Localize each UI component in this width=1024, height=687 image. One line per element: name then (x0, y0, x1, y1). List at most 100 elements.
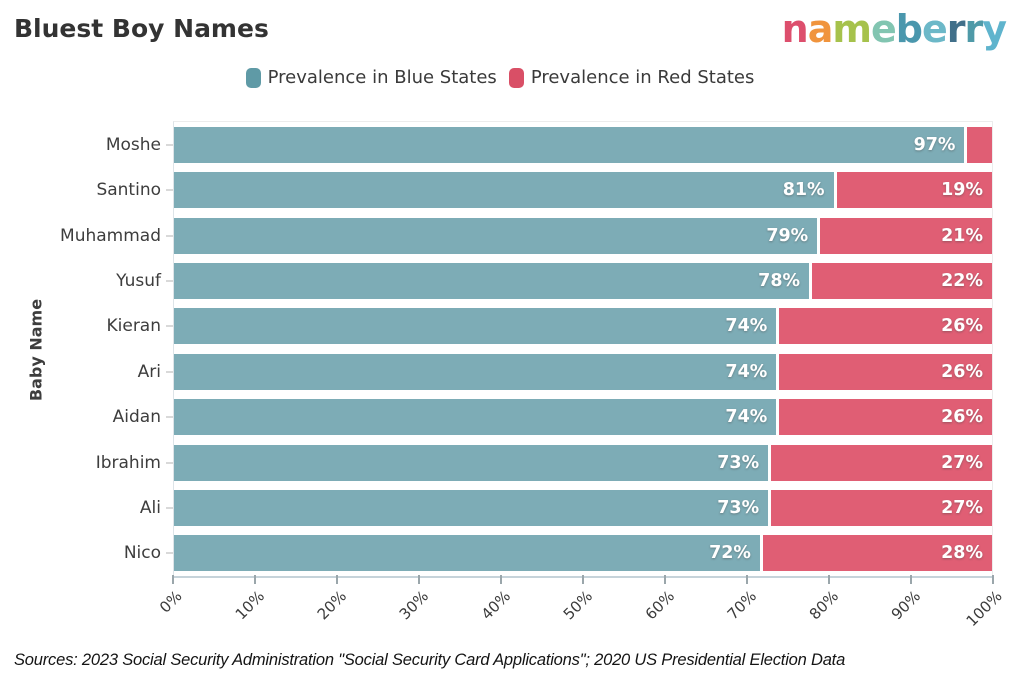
x-tick-mark (828, 575, 830, 584)
bar-track: 74% 26% (174, 308, 992, 345)
bar-track: 81% 19% (174, 172, 992, 209)
category-label: Yusuf (116, 270, 161, 291)
blue-bar-segment: 73% (174, 489, 772, 526)
legend-label: Prevalence in Blue States (267, 67, 497, 88)
plot-area: Moshe 97% Santino 81% 19% Muhammad 79% 21% Yusuf… (60, 121, 993, 578)
blue-value-label: 81% (782, 180, 825, 201)
red-bar-segment: 27% (771, 444, 992, 481)
red-value-label: 26% (941, 407, 983, 428)
blue-bar-segment: 73% (174, 444, 772, 481)
logo-letter: b (895, 7, 923, 51)
red-bar-segment: 26% (779, 308, 992, 345)
x-tick-label: 100% (962, 587, 1006, 631)
blue-value-label: 74% (725, 407, 768, 428)
x-tick-mark (910, 575, 912, 584)
red-value-label: 21% (941, 225, 983, 246)
bar-row: Yusuf 78% 22% (116, 258, 992, 303)
bar-track: 97% (174, 126, 992, 163)
legend-item-blue: Prevalence in Blue States (245, 67, 497, 88)
blue-value-label: 73% (717, 497, 760, 518)
x-tick-mark (418, 575, 420, 584)
category-label: Muhammad (60, 225, 161, 246)
red-bar-segment: 26% (779, 399, 992, 436)
logo-letter: y (982, 7, 1007, 51)
bar-track: 73% 27% (174, 444, 992, 481)
red-value-label: 22% (941, 270, 983, 291)
category-label: Ibrahim (95, 452, 161, 473)
x-tick-mark (254, 575, 256, 584)
red-bar-segment (967, 126, 992, 163)
blue-value-label: 73% (717, 452, 760, 473)
x-tick-mark (500, 575, 502, 584)
logo-letter: r (964, 7, 983, 51)
blue-value-label: 78% (758, 270, 801, 291)
red-value-label: 27% (941, 497, 983, 518)
red-bar-segment: 26% (779, 353, 992, 390)
x-tick-label: 10% (231, 587, 268, 624)
red-swatch-icon (508, 67, 524, 88)
category-label: Kieran (106, 316, 161, 337)
y-tick-mark (166, 552, 173, 555)
category-label: Ali (139, 497, 161, 518)
category-label: Nico (123, 543, 161, 564)
bar-track: 79% 21% (174, 217, 992, 254)
x-tick-label: 90% (887, 587, 924, 624)
x-tick-label: 0% (156, 587, 186, 617)
bar-row: Moshe 97% (106, 122, 992, 167)
bar-track: 73% 27% (174, 489, 992, 526)
y-axis-label: Baby Name (26, 298, 46, 402)
blue-value-label: 72% (709, 543, 751, 564)
bar-track: 74% 26% (174, 399, 992, 436)
x-tick-label: 40% (477, 587, 514, 624)
blue-bar-segment: 72% (174, 535, 763, 572)
logo-letter: m (832, 7, 872, 51)
nameberry-logo[interactable]: nameberry (781, 7, 1007, 51)
logo-letter: r (946, 7, 966, 51)
bar-row: Nico 72% 28% (124, 531, 992, 576)
bar-row: Ari 74% 26% (138, 349, 992, 394)
legend-item-red: Prevalence in Red States (508, 67, 755, 88)
logo-letter: e (921, 7, 948, 51)
y-tick-mark (166, 189, 173, 192)
y-tick-mark (166, 506, 173, 509)
red-value-label: 26% (941, 316, 983, 337)
x-tick-mark (172, 575, 174, 584)
y-tick-mark (166, 416, 173, 419)
bar-row: Muhammad 79% 21% (60, 213, 992, 258)
x-tick-mark (746, 575, 748, 584)
bar-track: 78% 22% (174, 262, 992, 299)
bar-row: Ibrahim 73% 27% (96, 440, 992, 485)
y-tick-mark (166, 370, 173, 373)
red-bar-segment: 21% (820, 217, 992, 254)
legend-label: Prevalence in Red States (530, 67, 755, 88)
blue-bar-segment: 74% (174, 308, 780, 345)
bar-track: 74% 26% (174, 353, 992, 390)
logo-letter: n (781, 7, 809, 51)
blue-value-label: 74% (725, 316, 768, 337)
x-tick-mark (664, 575, 666, 584)
bar-row: Santino 81% 19% (96, 167, 992, 212)
red-value-label: 19% (941, 180, 983, 201)
logo-letter: a (807, 7, 834, 51)
category-label: Moshe (105, 134, 161, 155)
bar-rows: Moshe 97% Santino 81% 19% Muhammad 79% 21% Yusuf… (60, 122, 992, 576)
red-bar-segment: 28% (762, 535, 992, 572)
source-note: Sources: 2023 Social Security Administra… (14, 651, 846, 669)
red-bar-segment: 19% (836, 172, 992, 209)
blue-value-label: 97% (913, 134, 956, 155)
x-tick-mark (336, 575, 338, 584)
page-title: Bluest Boy Names (14, 14, 269, 43)
category-label: Ari (137, 361, 161, 382)
category-label: Aidan (112, 407, 161, 428)
category-label: Santino (96, 180, 161, 201)
x-tick-label: 70% (723, 587, 760, 624)
blue-swatch-icon (245, 67, 261, 88)
blue-bar-segment: 74% (174, 353, 780, 390)
bar-row: Ali 73% 27% (140, 485, 992, 530)
y-tick-mark (166, 234, 173, 237)
red-value-label: 26% (941, 361, 983, 382)
blue-bar-segment: 79% (174, 217, 821, 254)
blue-value-label: 79% (766, 225, 809, 246)
red-value-label: 28% (941, 543, 983, 564)
bar-track: 72% 28% (174, 535, 992, 572)
